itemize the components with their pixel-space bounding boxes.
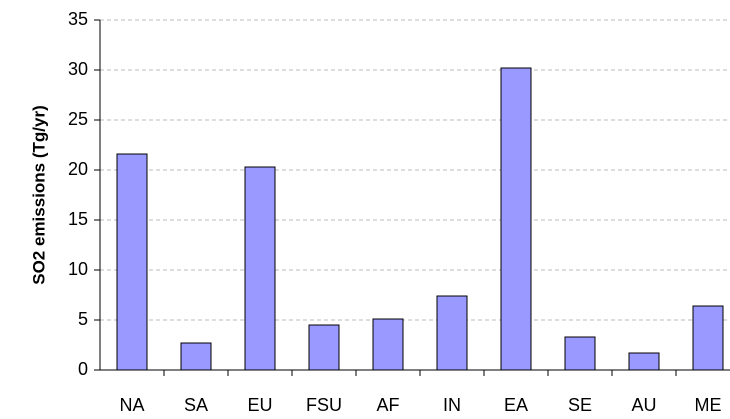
x-tick-label: ME [695,395,722,415]
bar [500,67,532,371]
y-tick-label: 0 [78,359,88,379]
y-tick-label: 15 [68,209,88,229]
x-tick-label: SA [184,395,208,415]
y-tick-label: 30 [68,59,88,79]
bar [628,352,660,371]
y-tick-label: 25 [68,109,88,129]
x-tick-label: NA [119,395,144,415]
bar [436,295,468,371]
x-tick-label: FSU [306,395,342,415]
x-tick-label: IN [443,395,461,415]
bar [244,166,276,371]
x-tick-label: EA [504,395,528,415]
bar [308,324,340,371]
x-tick-label: SE [568,395,592,415]
x-tick-label: EU [247,395,272,415]
bar [180,342,212,371]
y-tick-label: 20 [68,159,88,179]
bar [116,153,148,371]
bar [564,336,596,371]
y-tick-label: 35 [68,9,88,29]
bar [692,305,724,371]
y-axis-label: SO2 emissions (Tg/yr) [29,105,48,285]
bar [372,318,404,371]
y-tick-label: 10 [68,259,88,279]
y-tick-label: 5 [78,309,88,329]
x-tick-label: AU [631,395,656,415]
x-tick-label: AF [376,395,399,415]
